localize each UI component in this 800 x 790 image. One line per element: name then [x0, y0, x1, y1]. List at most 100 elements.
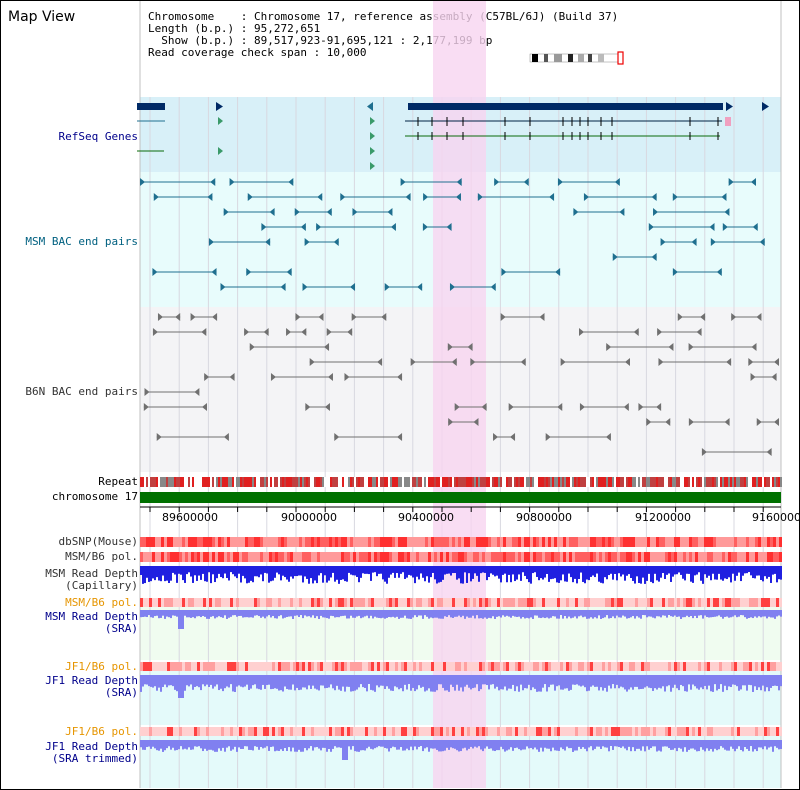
jf1-sra-depth-bar — [676, 675, 678, 689]
jf1-trim-depth-bar — [388, 740, 390, 752]
msm-cap-depth-bar — [400, 566, 402, 574]
jf1-pol-cell — [530, 662, 533, 671]
jf1-pol2-cell — [266, 727, 269, 736]
jf1-pol-cell — [683, 662, 686, 671]
jf1-trim-depth-bar — [262, 740, 264, 749]
repeat-segment — [144, 477, 146, 487]
jf1-sra-depth-bar — [708, 675, 710, 686]
jf1-trim-depth-bar — [418, 740, 420, 747]
jf1-sra-depth-bar — [672, 675, 674, 688]
jf1-pol-cell — [545, 662, 548, 671]
msm-pol-cell — [341, 552, 344, 562]
msm-pol2-cell — [662, 598, 665, 607]
dbsnp-cell — [728, 537, 731, 547]
msm-pol-cell — [632, 552, 635, 562]
track-label-jf1-depth-sra[interactable]: JF1 Read Depth (SRA) — [45, 675, 138, 699]
jf1-pol-cell — [557, 662, 560, 671]
msm-sra-depth-bar — [258, 610, 260, 617]
msm-cap-depth-bar — [774, 566, 776, 574]
msm-pol-cell — [512, 552, 515, 562]
jf1-trim-depth-bar — [658, 740, 660, 751]
jf1-pol2-cell — [470, 727, 473, 736]
b6n-pair-end — [324, 403, 330, 411]
dbsnp-cell — [731, 537, 734, 547]
jf1-pol-cell — [620, 662, 623, 671]
jf1-pol2-cell — [233, 727, 236, 736]
msm-pol-cell — [227, 552, 230, 562]
msm-cap-depth-bar — [612, 566, 614, 580]
jf1-trim-depth-bar — [140, 740, 142, 748]
label-line2: (SRA) — [104, 622, 138, 635]
track-label-jf1-depth-trimmed[interactable]: JF1 Read Depth (SRA trimmed) — [45, 741, 138, 765]
repeat-segment — [556, 477, 558, 487]
jf1-sra-depth-bar — [368, 675, 370, 685]
msm-pair-end — [153, 193, 159, 201]
jf1-sra-depth-bar — [234, 675, 236, 692]
msm-cap-depth-bar — [450, 566, 452, 576]
jf1-sra-depth-bar — [238, 675, 240, 686]
msm-sra-depth-bar — [262, 610, 264, 617]
jf1-pol-cell — [404, 662, 407, 671]
msm-cap-depth-bar — [340, 566, 342, 580]
jf1-pol-cell — [644, 662, 647, 671]
track-label-jf1-b6-pol-2[interactable]: JF1/B6 pol. — [65, 725, 138, 738]
track-label-b6n-bac[interactable]: B6N BAC end pairs — [25, 385, 138, 398]
msm-sra-depth-bar — [580, 610, 582, 616]
msm-pol-cell — [305, 552, 308, 562]
track-label-refseq[interactable]: RefSeq Genes — [58, 130, 138, 143]
jf1-pol-cell — [401, 662, 404, 671]
msm-cap-depth-bar — [384, 566, 386, 582]
msm-pair-end — [304, 238, 310, 246]
msm-cap-depth-bar — [436, 566, 438, 584]
jf1-trim-depth-bar — [204, 740, 206, 749]
msm-pol2-cell — [191, 598, 194, 607]
msm-sra-depth-bar — [480, 610, 482, 619]
msm-cap-depth-bar — [462, 566, 464, 584]
jf1-pol2-cell — [746, 727, 749, 736]
repeat-segment — [320, 477, 322, 487]
repeat-segment — [206, 477, 208, 487]
msm-pair-end — [223, 208, 229, 216]
dbsnp-cell — [386, 537, 389, 547]
jf1-pol2-cell — [389, 727, 392, 736]
jf1-pol-cell — [347, 662, 350, 671]
track-label-msm-b6-pol-2[interactable]: MSM/B6 pol. — [65, 596, 138, 609]
track-label-msm-depth-capillary[interactable]: MSM Read Depth (Capillary) — [45, 568, 138, 592]
track-label-msm-b6-pol[interactable]: MSM/B6 pol. — [65, 550, 138, 563]
msm-pair-end — [220, 283, 226, 291]
repeat-segment — [250, 477, 252, 487]
jf1-trim-depth-bar — [324, 740, 326, 748]
jf1-sra-depth-bar — [320, 675, 322, 686]
repeat-segment — [368, 477, 370, 487]
msm-pol-cell — [425, 552, 428, 562]
jf1-trim-depth-bar — [594, 740, 596, 749]
track-label-chromosome[interactable]: chromosome 17 — [51, 490, 138, 503]
msm-sra-depth-bar — [604, 610, 606, 618]
jf1-sra-depth-bar — [420, 675, 422, 688]
track-label-msm-depth-sra[interactable]: MSM Read Depth (SRA) — [45, 611, 138, 635]
jf1-sra-depth-bar — [742, 675, 744, 686]
msm-cap-depth-bar — [660, 566, 662, 578]
track-label-msm-bac[interactable]: MSM BAC end pairs — [25, 235, 138, 248]
repeat-segment — [174, 477, 176, 487]
track-label-jf1-b6-pol[interactable]: JF1/B6 pol. — [65, 660, 138, 673]
repeat-segment — [272, 477, 274, 487]
msm-cap-depth-bar — [218, 566, 220, 574]
msm-pol-cell — [497, 552, 500, 562]
msm-sra-depth-bar — [394, 610, 396, 618]
jf1-pol2-cell — [446, 727, 449, 736]
b6n-pair-end — [194, 388, 200, 396]
track-label-repeat[interactable]: Repeat — [98, 475, 138, 488]
msm-sra-depth-bar — [602, 610, 604, 619]
jf1-sra-depth-bar — [694, 675, 696, 687]
msm-pol-cell — [440, 552, 443, 562]
jf1-trim-depth-bar — [264, 740, 266, 748]
jf1-trim-depth-bar — [236, 740, 238, 752]
track-label-dbsnp[interactable]: dbSNP(Mouse) — [58, 535, 138, 548]
jf1-sra-depth-bar — [340, 675, 342, 691]
repeat-segment — [530, 477, 532, 487]
chrom-ideogram-icon[interactable] — [528, 50, 628, 66]
jf1-sra-depth-bar — [228, 675, 230, 688]
jf1-pol-cell — [371, 662, 374, 671]
